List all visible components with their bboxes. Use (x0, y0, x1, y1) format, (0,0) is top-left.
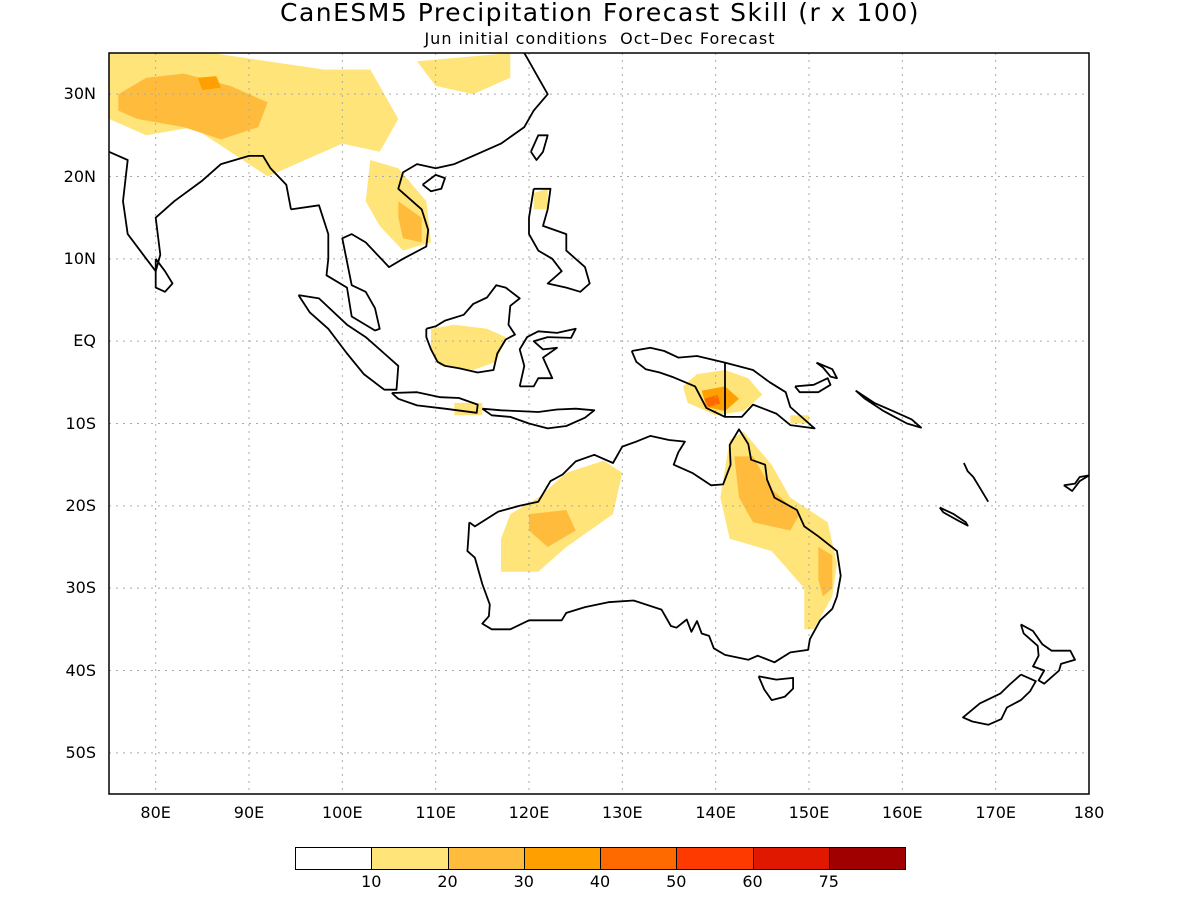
colorbar-swatch (828, 848, 906, 869)
lon-tick-label: 150E (788, 803, 830, 822)
coastline-fiji (1063, 474, 1089, 492)
coastline-sulawesi (518, 327, 577, 388)
skill-region-vietnam-central (398, 201, 422, 243)
coastline-taiwan (530, 134, 549, 161)
colorbar-label: 40 (589, 872, 611, 891)
colorbar-swatch (676, 848, 754, 869)
colorbar-swatch (447, 848, 525, 869)
coastline-new-ireland (815, 361, 838, 380)
colorbar-swatch (295, 848, 372, 869)
lat-tick-label: 30N (63, 84, 96, 104)
coastline-hainan (422, 173, 446, 193)
coastline-lesser-sunda (481, 407, 596, 430)
coastline-philippines-main (528, 187, 591, 293)
lon-tick-label: 160E (882, 803, 923, 822)
lon-tick-label: 170E (975, 803, 1016, 822)
coastline-india (109, 150, 292, 273)
coastline-australia (466, 428, 842, 664)
coastline-solomons (855, 389, 922, 429)
coastline-sumatra (297, 294, 400, 391)
lat-tick-label: EQ (73, 331, 96, 351)
lat-tick-label: 10S (65, 413, 96, 433)
colorbar-label: 20 (437, 872, 458, 891)
chart-subtitle: Jun initial conditions Oct–Dec Forecast (424, 29, 776, 48)
lon-tick-label: 140E (695, 803, 736, 822)
lon-tick-label: 120E (508, 803, 550, 822)
coastline-new-guinea-coast (630, 346, 816, 430)
skill-region-borneo (431, 324, 506, 370)
graticule-grid (109, 53, 1089, 794)
lon-tick-label: 100E (322, 803, 363, 822)
lat-tick-label: 20N (63, 166, 96, 186)
lat-tick-label: 30S (65, 578, 96, 598)
colorbar-swatch (371, 848, 449, 869)
coastline-nz-south (962, 673, 1037, 726)
colorbar-label: 10 (361, 872, 382, 891)
colorbar-swatch (752, 848, 830, 869)
colorbar-swatch (523, 848, 601, 869)
lon-tick-label: 80E (140, 803, 171, 822)
colorbar-frame (295, 847, 906, 870)
colorbar-label: 60 (742, 872, 763, 891)
skill-region-philippines (533, 188, 548, 210)
skill-region-australia-northwest-core (529, 510, 576, 547)
skill-region-china-east (417, 53, 511, 95)
skill-region-tibet-core (118, 73, 268, 140)
skill-region-png-east (790, 415, 809, 424)
colorbar-swatch (600, 848, 678, 869)
coastline-nz-north (1020, 623, 1076, 685)
skill-region-australia-east-core (734, 456, 800, 531)
lon-tick-label: 130E (602, 803, 643, 822)
lat-tick-label: 50S (65, 742, 96, 762)
coastline-vanuatu (963, 462, 989, 503)
coastline-java (391, 391, 479, 414)
skill-shading-layer (109, 53, 837, 630)
skill-region-tibet-peak (197, 76, 221, 91)
lat-tick-label: 40S (65, 660, 96, 680)
lon-tick-label: 90E (233, 803, 265, 822)
coastline-new-britain (794, 377, 832, 394)
coastline-new-caledonia (938, 506, 969, 527)
lat-tick-label: 20S (65, 495, 96, 515)
map-frame (108, 52, 1090, 795)
lon-tick-label: 180 (1073, 803, 1105, 822)
skill-region-new-guinea-peak (704, 394, 721, 407)
colorbar-label: 50 (666, 872, 687, 891)
coastline-layer (109, 53, 1089, 726)
colorbar-label: 75 (818, 872, 839, 891)
coastline-indochina-coast (290, 53, 549, 332)
colorbar-label: 30 (513, 872, 534, 891)
coastline-tasmania (757, 675, 794, 701)
coastline-sri-lanka (154, 258, 174, 293)
skill-region-australia-southeast-strip (818, 547, 833, 597)
lat-tick-label: 10N (63, 248, 96, 268)
chart-title: CanESM5 Precipitation Forecast Skill (r … (280, 0, 920, 27)
lon-tick-label: 110E (415, 803, 456, 822)
coastline-borneo-coast (425, 284, 521, 374)
